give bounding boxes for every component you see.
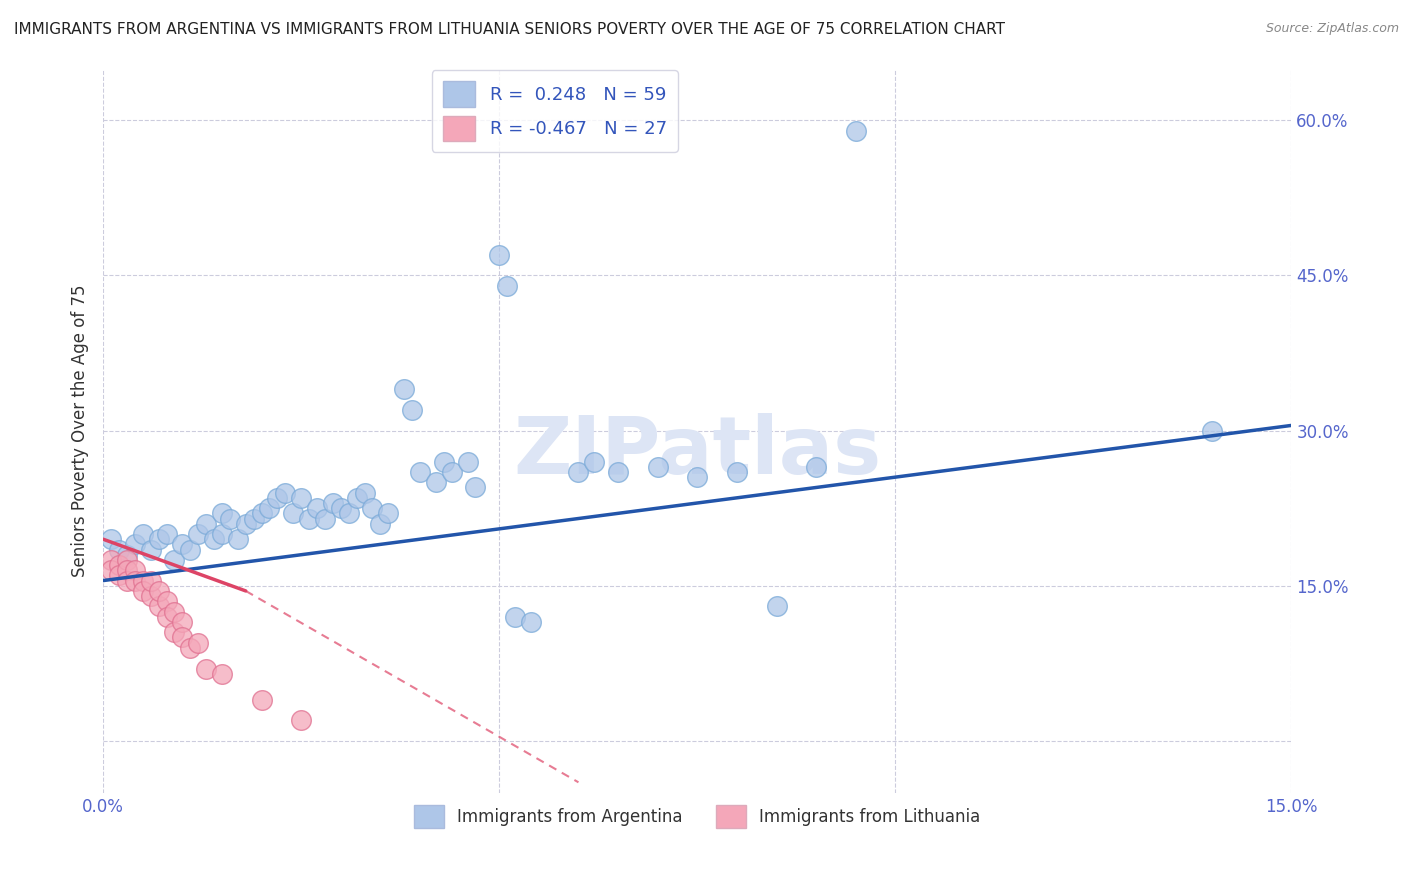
Point: [488, 248, 510, 262]
Point: [329, 501, 352, 516]
Point: [226, 532, 249, 546]
Point: [132, 527, 155, 541]
Point: [155, 527, 177, 541]
Point: [259, 501, 281, 516]
Point: [266, 491, 288, 505]
Y-axis label: Seniors Poverty Over the Age of 75: Seniors Poverty Over the Age of 75: [72, 285, 89, 577]
Point: [172, 537, 194, 551]
Point: [242, 511, 264, 525]
Point: [148, 583, 170, 598]
Point: [148, 599, 170, 614]
Point: [496, 278, 519, 293]
Point: [503, 609, 526, 624]
Point: [274, 485, 297, 500]
Point: [337, 506, 360, 520]
Point: [647, 459, 669, 474]
Point: [187, 527, 209, 541]
Point: [195, 516, 218, 531]
Point: [124, 537, 146, 551]
Point: [211, 666, 233, 681]
Point: [250, 506, 273, 520]
Point: [179, 542, 201, 557]
Point: [370, 516, 392, 531]
Point: [235, 516, 257, 531]
Text: IMMIGRANTS FROM ARGENTINA VS IMMIGRANTS FROM LITHUANIA SENIORS POVERTY OVER THE : IMMIGRANTS FROM ARGENTINA VS IMMIGRANTS …: [14, 22, 1005, 37]
Point: [172, 631, 194, 645]
Point: [290, 713, 312, 727]
Point: [155, 609, 177, 624]
Point: [353, 485, 375, 500]
Point: [250, 692, 273, 706]
Point: [433, 455, 456, 469]
Point: [163, 605, 186, 619]
Point: [108, 568, 131, 582]
Point: [765, 599, 787, 614]
Point: [100, 532, 122, 546]
Point: [346, 491, 368, 505]
Point: [283, 506, 305, 520]
Point: [1201, 424, 1223, 438]
Point: [115, 553, 138, 567]
Point: [115, 548, 138, 562]
Point: [290, 491, 312, 505]
Text: Source: ZipAtlas.com: Source: ZipAtlas.com: [1265, 22, 1399, 36]
Point: [392, 382, 415, 396]
Point: [409, 465, 432, 479]
Point: [172, 615, 194, 629]
Point: [520, 615, 543, 629]
Point: [163, 553, 186, 567]
Point: [607, 465, 630, 479]
Point: [100, 563, 122, 577]
Point: [361, 501, 384, 516]
Text: ZIPatlas: ZIPatlas: [513, 413, 882, 491]
Point: [187, 635, 209, 649]
Point: [139, 574, 162, 588]
Point: [401, 403, 423, 417]
Point: [202, 532, 225, 546]
Point: [440, 465, 463, 479]
Point: [725, 465, 748, 479]
Point: [108, 542, 131, 557]
Point: [377, 506, 399, 520]
Point: [457, 455, 479, 469]
Point: [464, 481, 486, 495]
Point: [686, 470, 709, 484]
Point: [163, 625, 186, 640]
Point: [211, 527, 233, 541]
Point: [124, 574, 146, 588]
Point: [155, 594, 177, 608]
Point: [845, 123, 868, 137]
Point: [322, 496, 344, 510]
Point: [219, 511, 242, 525]
Point: [314, 511, 336, 525]
Point: [148, 532, 170, 546]
Point: [132, 574, 155, 588]
Point: [583, 455, 606, 469]
Point: [100, 553, 122, 567]
Point: [139, 589, 162, 603]
Legend: Immigrants from Argentina, Immigrants from Lithuania: Immigrants from Argentina, Immigrants fr…: [408, 798, 987, 835]
Point: [115, 574, 138, 588]
Point: [132, 583, 155, 598]
Point: [298, 511, 321, 525]
Point: [195, 661, 218, 675]
Point: [139, 542, 162, 557]
Point: [804, 459, 827, 474]
Point: [567, 465, 589, 479]
Point: [179, 640, 201, 655]
Point: [124, 563, 146, 577]
Point: [211, 506, 233, 520]
Point: [108, 558, 131, 572]
Point: [305, 501, 328, 516]
Point: [425, 475, 447, 490]
Point: [115, 563, 138, 577]
